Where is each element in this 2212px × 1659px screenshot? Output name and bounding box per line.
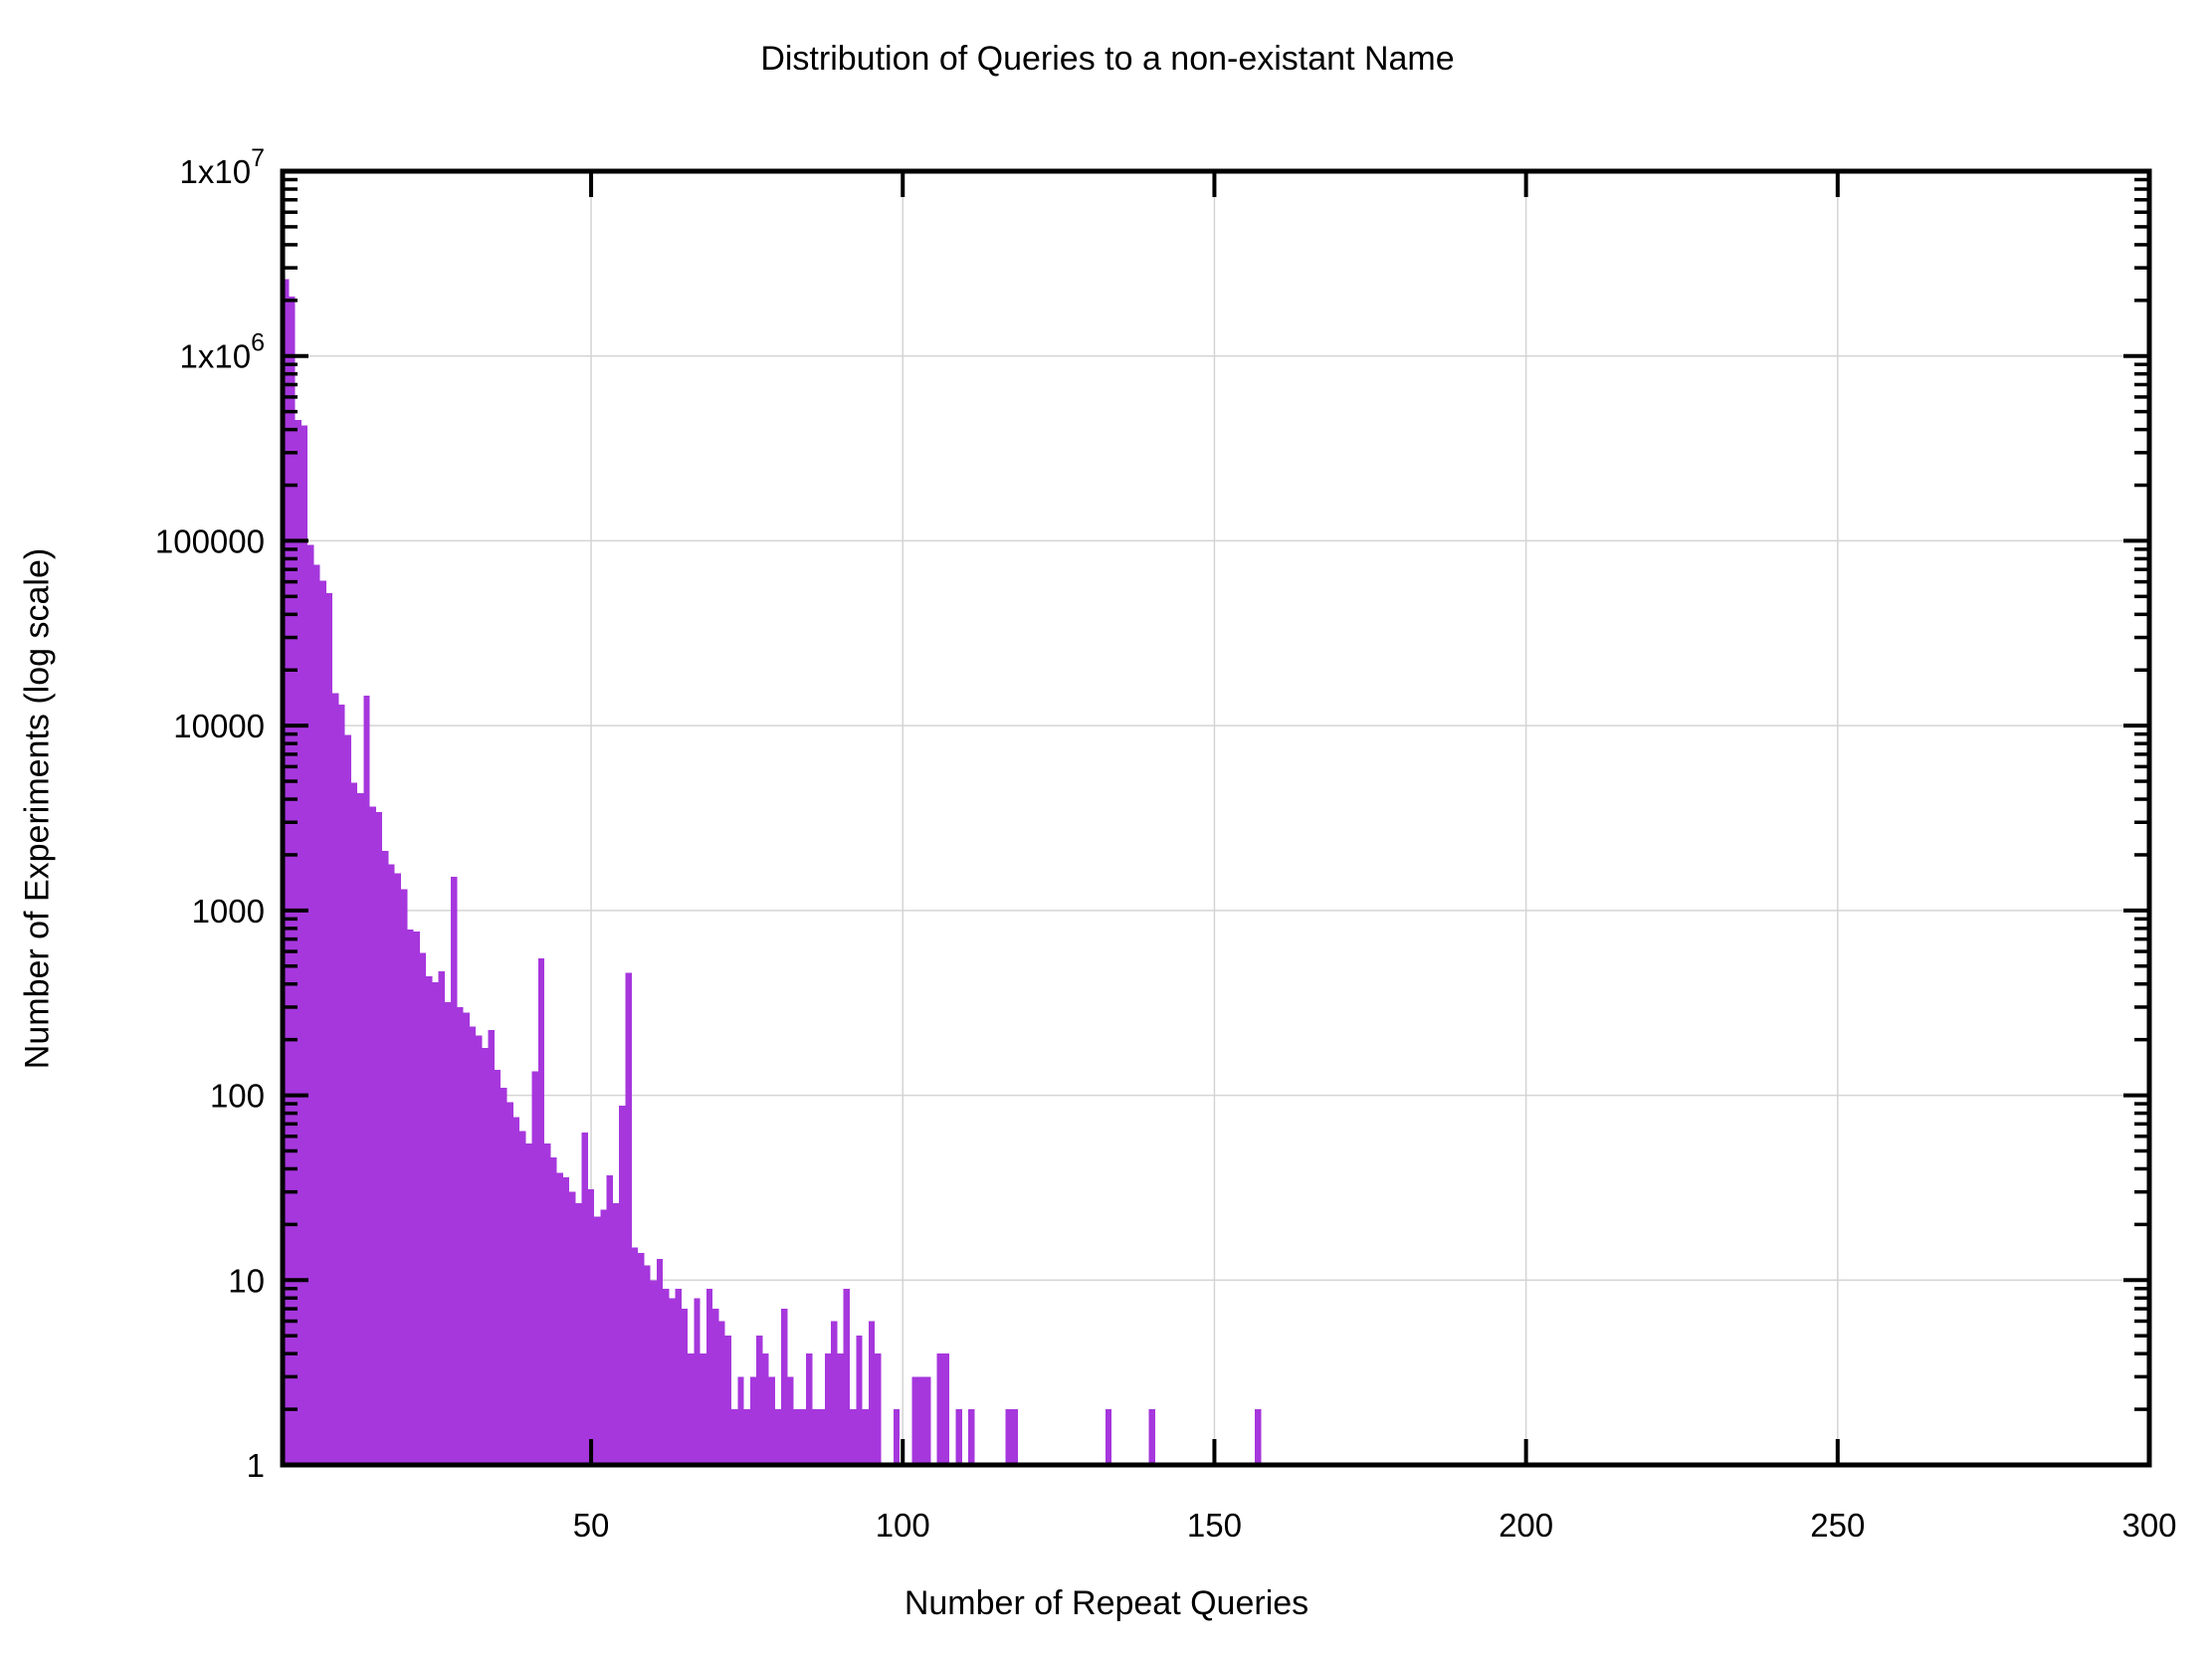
y-tick-label: 1 [247, 1447, 265, 1484]
histogram-bars [283, 279, 1262, 1466]
plot-border [280, 168, 2152, 1468]
axis-ticks [285, 169, 2151, 1467]
y-tick-label: 1x106 [180, 329, 265, 375]
x-tick-label: 200 [1499, 1507, 1553, 1544]
y-tick-label: 100 [210, 1078, 265, 1115]
x-axis-label: Number of Repeat Queries [904, 1584, 1309, 1622]
x-tick-label: 150 [1187, 1507, 1242, 1544]
x-tick-label: 100 [876, 1507, 930, 1544]
tick-labels: 50 100 150 200 250 300 1 10 100 1000 10000 100000 1x… [155, 144, 2177, 1544]
x-tick-label: 250 [1810, 1507, 1865, 1544]
y-tick-label: 1x107 [180, 144, 265, 190]
y-tick-label: 1000 [192, 893, 265, 930]
x-tick-label: 300 [2121, 1507, 2176, 1544]
y-tick-label: 10000 [173, 708, 265, 744]
x-tick-label: 50 [573, 1507, 610, 1544]
y-tick-label: 10 [228, 1262, 265, 1299]
y-tick-label: 100000 [155, 522, 265, 559]
chart-title: Distribution of Queries to a non-existan… [760, 40, 1455, 78]
